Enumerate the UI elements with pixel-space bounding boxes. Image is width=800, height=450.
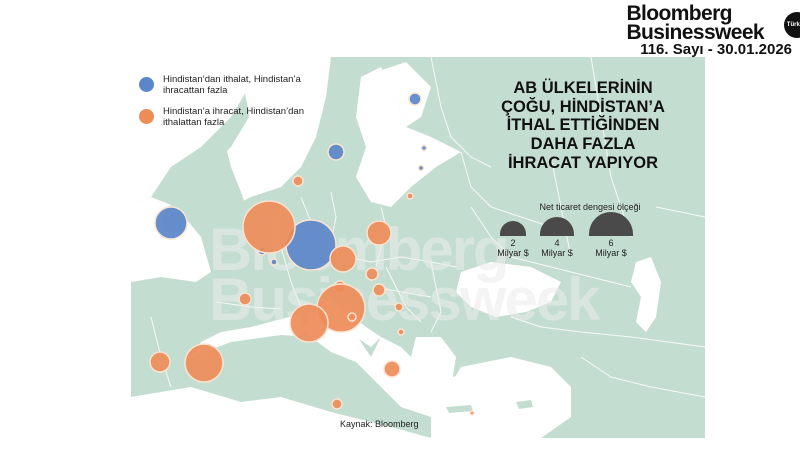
bubble-italy[interactable] — [289, 303, 329, 343]
legend: Hindistan’dan ithalat, Hindistan’a ihrac… — [139, 74, 313, 138]
brand-line-2: Businessweek — [626, 21, 764, 44]
bubble-slovenia[interactable] — [347, 312, 357, 322]
bubble-finland[interactable] — [408, 92, 422, 106]
half-circle-icon — [589, 212, 633, 236]
bubble-spain[interactable] — [184, 343, 224, 383]
bubble-latvia[interactable] — [417, 164, 425, 172]
half-circle-icon — [540, 217, 574, 236]
bubble-france[interactable] — [238, 292, 252, 306]
bubble-belgium[interactable] — [242, 200, 296, 254]
bubble-estonia[interactable] — [420, 144, 428, 152]
brand-line-1: Bloomberg — [626, 2, 732, 25]
bubble-bulgaria[interactable] — [397, 328, 405, 336]
bubble-cyprus[interactable] — [469, 410, 475, 416]
bubble-greece[interactable] — [383, 360, 401, 378]
bubble-france-north[interactable] — [270, 258, 278, 266]
blue-dot-icon — [139, 77, 154, 92]
scale-item-2: 2 Milyar $ — [493, 221, 533, 258]
sea-areas — [131, 57, 661, 438]
legend-label: Hindistan’dan ithalat, Hindistan’a ihrac… — [163, 74, 301, 96]
scale-item-4: 4 Milyar $ — [535, 217, 579, 258]
scale-title: Net ticaret dengesi ölçeği — [539, 202, 641, 212]
legend-item-import: Hindistan’dan ithalat, Hindistan’a ihrac… — [139, 74, 313, 96]
bubble-hungary[interactable] — [372, 283, 386, 297]
bubble-ireland[interactable] — [154, 206, 188, 240]
bubble-sweden[interactable] — [327, 143, 345, 161]
bubble-denmark[interactable] — [292, 175, 304, 187]
bubble-malta[interactable] — [331, 398, 343, 410]
orange-dot-icon — [139, 109, 154, 124]
headline: AB ÜLKELERİNİN ÇOĞU, HİNDİSTAN’A İTHAL E… — [501, 79, 665, 172]
map-geography — [131, 57, 705, 438]
bubble-lithuania[interactable] — [406, 192, 414, 200]
brand-logo: Bloomberg Businessweek Türkiye — [626, 2, 800, 44]
legend-item-export: Hindistan’a ihracat, Hindistan’dan ithal… — [139, 106, 313, 128]
issue-label: 116. Sayı - 30.01.2026 — [640, 41, 792, 58]
half-circle-icon — [500, 221, 526, 236]
bubble-portugal[interactable] — [149, 351, 171, 373]
bubble-slovakia[interactable] — [365, 267, 379, 281]
brand-badge: Türkiye — [784, 12, 800, 38]
europe-map: Bloomberg Businessweek — [131, 57, 705, 438]
bubble-layer — [149, 92, 475, 416]
bubble-poland[interactable] — [366, 220, 392, 246]
legend-label: Hindistan’a ihracat, Hindistan’dan ithal… — [163, 106, 304, 128]
source-label: Kaynak: Bloomberg — [340, 419, 419, 429]
bubble-czechia[interactable] — [329, 245, 357, 273]
scale-item-6: 6 Milyar $ — [585, 212, 637, 258]
bubble-romania[interactable] — [394, 302, 404, 312]
